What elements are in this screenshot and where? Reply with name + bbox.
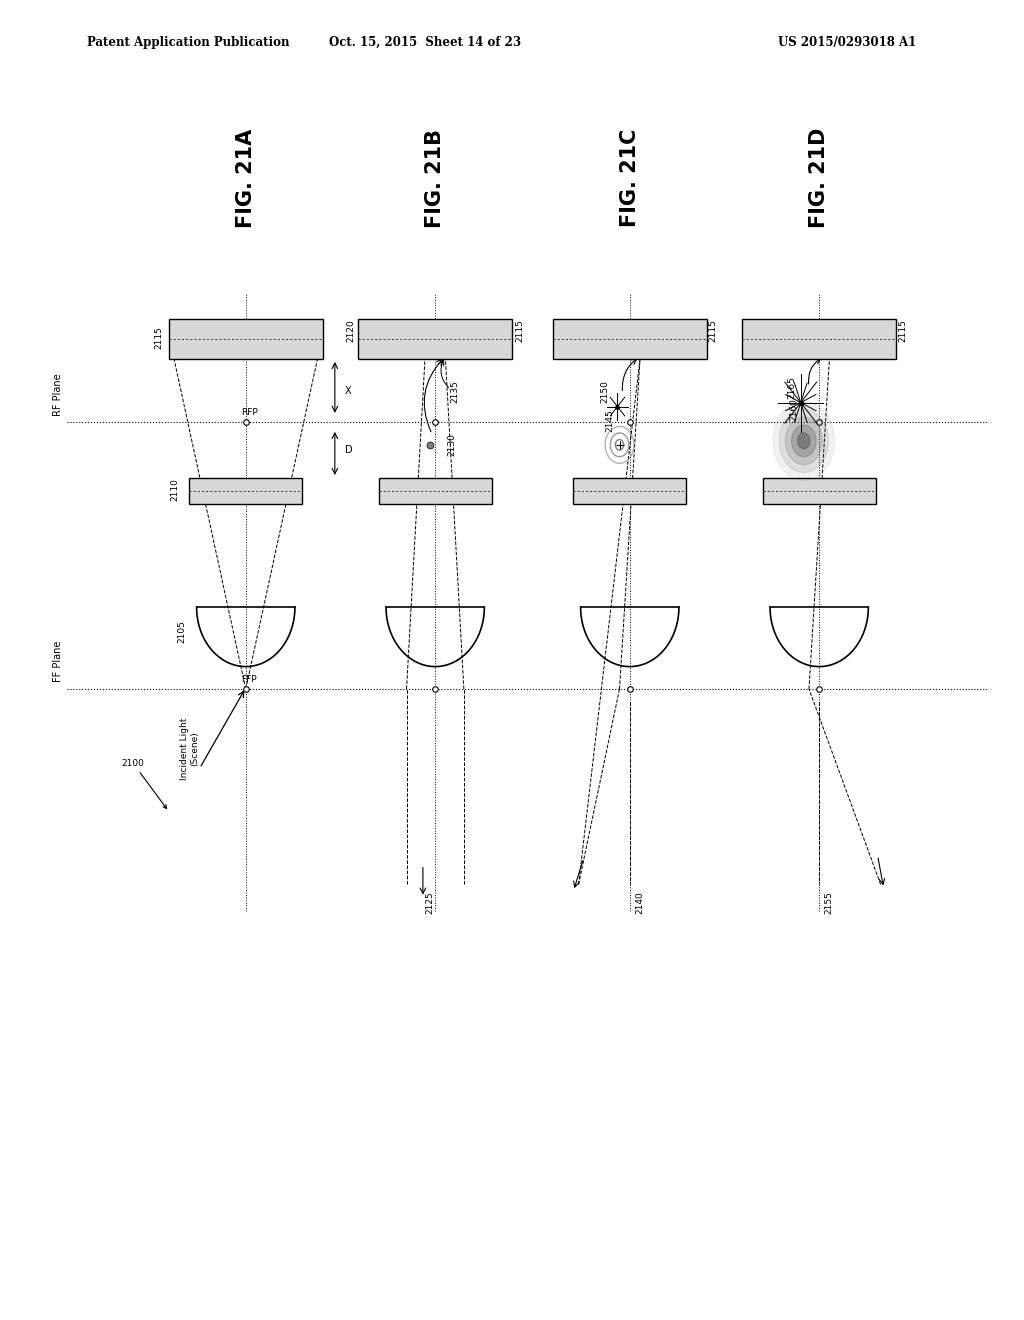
Circle shape xyxy=(773,401,835,480)
Text: US 2015/0293018 A1: US 2015/0293018 A1 xyxy=(778,36,916,49)
Text: 2165: 2165 xyxy=(787,376,797,399)
Text: 2150: 2150 xyxy=(600,380,609,403)
Bar xyxy=(553,319,707,359)
Text: X: X xyxy=(345,385,351,396)
Text: 2100: 2100 xyxy=(122,759,167,809)
Text: D: D xyxy=(345,445,352,455)
Text: 2125: 2125 xyxy=(426,891,434,913)
Text: 2135: 2135 xyxy=(451,380,460,403)
Text: FIG. 21A: FIG. 21A xyxy=(236,128,256,228)
Circle shape xyxy=(785,417,822,465)
Text: 2115: 2115 xyxy=(515,319,524,342)
Text: 2110: 2110 xyxy=(170,478,179,500)
Text: FIG. 21B: FIG. 21B xyxy=(425,129,445,227)
Text: 2145: 2145 xyxy=(605,409,614,432)
Text: 2120: 2120 xyxy=(346,319,355,342)
Text: RF Plane: RF Plane xyxy=(53,374,63,416)
Text: Patent Application Publication: Patent Application Publication xyxy=(87,36,290,49)
Bar xyxy=(379,478,492,504)
Text: Incident Light
(Scene): Incident Light (Scene) xyxy=(180,717,199,780)
Text: Oct. 15, 2015  Sheet 14 of 23: Oct. 15, 2015 Sheet 14 of 23 xyxy=(329,36,521,49)
Text: 2140: 2140 xyxy=(635,891,644,913)
Text: 2115: 2115 xyxy=(898,319,907,342)
Text: FIG. 21D: FIG. 21D xyxy=(809,128,829,228)
Text: FIG. 21C: FIG. 21C xyxy=(620,129,640,227)
Bar xyxy=(763,478,876,504)
Circle shape xyxy=(792,425,816,457)
Text: 2105: 2105 xyxy=(177,620,186,643)
Bar xyxy=(742,319,896,359)
Text: 2160: 2160 xyxy=(790,399,799,421)
Text: FFP: FFP xyxy=(241,675,256,684)
Text: 2115: 2115 xyxy=(709,319,718,342)
Bar xyxy=(169,319,323,359)
Text: 2155: 2155 xyxy=(824,891,834,913)
Bar xyxy=(358,319,512,359)
Circle shape xyxy=(779,409,828,473)
Bar xyxy=(573,478,686,504)
Circle shape xyxy=(798,433,810,449)
Text: RFP: RFP xyxy=(241,408,257,417)
Text: FF Plane: FF Plane xyxy=(53,642,63,682)
Text: 2130: 2130 xyxy=(447,433,457,457)
Text: 2115: 2115 xyxy=(155,326,164,348)
Bar xyxy=(189,478,302,504)
